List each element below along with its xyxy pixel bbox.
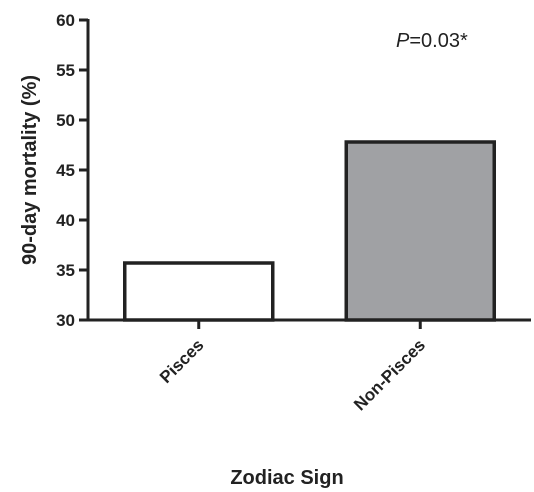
x-tick-label-non-pisces: Non-Pisces: [350, 335, 429, 414]
y-tick-label-35: 35: [56, 261, 75, 280]
y-tick-label-40: 40: [56, 211, 75, 230]
bar-non-pisces: [344, 140, 496, 322]
p-value-text: =0.03*: [409, 30, 468, 52]
p-value-symbol: P: [396, 30, 410, 52]
y-tick-label-50: 50: [56, 111, 75, 130]
x-tick-label-pisces: Pisces: [156, 335, 208, 387]
y-tick-label-45: 45: [56, 161, 75, 180]
bar-pisces: [123, 261, 275, 322]
y-tick-label-60: 60: [56, 11, 75, 30]
p-value-annotation: P=0.03*: [396, 30, 468, 52]
x-axis-title: Zodiac Sign: [230, 467, 343, 489]
y-tick-label-30: 30: [56, 311, 75, 330]
y-axis-title: 90-day mortality (%): [19, 75, 41, 265]
bars-group: [123, 140, 496, 322]
y-tick-label-55: 55: [56, 61, 75, 80]
